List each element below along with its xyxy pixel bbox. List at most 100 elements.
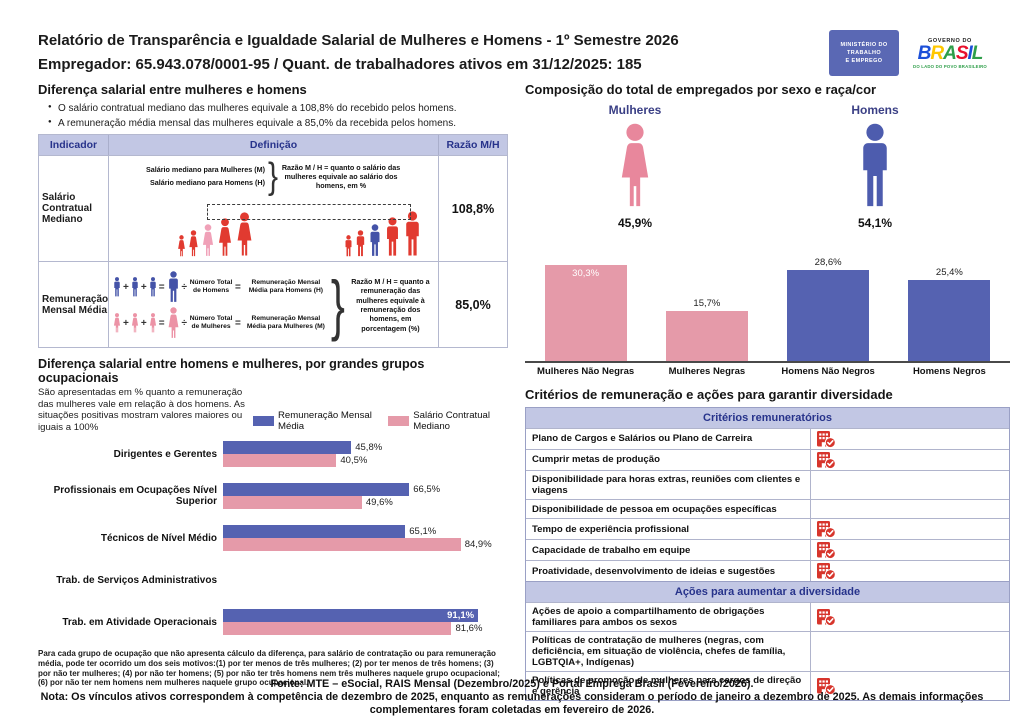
bar-value-label: 65,1% [409, 526, 437, 537]
row2-ratio-value: 85,0% [455, 297, 491, 312]
bar-category-label: Homens Negros [912, 366, 986, 377]
occupation-group: Técnicos de Nível Médio 65,1% 84,9% [38, 525, 508, 551]
occupation-group: Trab. de Serviços Administrativos [38, 567, 508, 593]
occupation-label: Dirigentes e Gerentes [113, 448, 217, 460]
woman-figure-icon [177, 235, 186, 257]
criteria-label: Políticas de contratação de mulheres (ne… [526, 632, 811, 672]
occupational-section: Diferença salarial entre homens e mulher… [38, 357, 508, 688]
mte-logo-line3: E EMPREGO [845, 58, 883, 65]
men-label: Homens [851, 103, 899, 117]
row1-indicator-label: Salário Contratual Mediano [39, 156, 109, 261]
women-result-label: Remuneração Mensal Média para Mulheres (… [246, 314, 325, 330]
median-illustration [113, 193, 434, 257]
occupation-bars: 45,8% 40,5% [223, 441, 508, 467]
occupation-label: Trab. de Serviços Administrativos [56, 574, 217, 586]
criteria-label: Disponibilidade para horas extras, reuni… [526, 471, 811, 500]
man-figure-icon [149, 277, 157, 297]
men-count-label: Número Total de Homens [189, 278, 233, 294]
gov-brasil-letter: L [971, 42, 984, 64]
legend-item-media: Remuneração Mensal Média [252, 410, 378, 432]
bar-category-label: Homens Não Negros [781, 366, 875, 377]
wage-gap-bullets: O salário contratual mediano das mulhere… [48, 103, 508, 129]
criteria-icon-cell [811, 519, 1009, 539]
table-row-salario-mediano: Salário Contratual Mediano Salário media… [39, 155, 507, 261]
bar [223, 441, 352, 454]
bar [787, 270, 870, 361]
man-figure-icon [167, 271, 180, 303]
woman-figure-icon [131, 313, 139, 333]
occupational-title: Diferença salarial entre homens e mulher… [38, 357, 425, 385]
criteria-row: Ações de apoio a compartilhamento de obr… [526, 602, 1009, 632]
men-total: Homens 54,1% [820, 103, 930, 230]
row2-indicator-label: Remuneração Mensal Média [39, 262, 109, 347]
bar-column: 28,6% [768, 257, 889, 361]
bar-column: 30,3% [525, 264, 646, 361]
man-figure-icon [344, 235, 353, 257]
report-title: Relatório de Transparência e Igualdade S… [38, 32, 679, 49]
bar [223, 496, 362, 509]
criteria-band-remuneratorios: Critérios remuneratórios [526, 408, 1009, 428]
bar-value-label: 84,9% [464, 539, 492, 550]
mte-logo-line1: MINISTÉRIO DO [840, 41, 888, 48]
brace-glyph: } [268, 155, 279, 197]
women-label: Mulheres [608, 103, 662, 117]
bar-value-label: 45,8% [355, 442, 383, 453]
criteria-row: Plano de Cargos e Salários ou Plano de C… [526, 428, 1009, 449]
row1-definition-note: Razão M / H = quanto o salário das mulhe… [281, 162, 401, 190]
occupation-group: Dirigentes e Gerentes 45,8% 40,5% [38, 441, 508, 467]
bar-value-label: 49,6% [365, 497, 393, 508]
header-definicao: Definição [109, 135, 439, 155]
criteria-label: Tempo de experiência profissional [526, 519, 811, 540]
women-average-formula: + + = ÷ Número Total de Mulheres = Remun… [113, 307, 329, 339]
man-figure-icon [113, 277, 121, 297]
bar [223, 454, 337, 467]
criteria-label: Ações de apoio a compartilhamento de obr… [526, 603, 811, 632]
row1-ratio-value: 108,8% [451, 201, 495, 216]
table-row-remuneracao-media: Remuneração Mensal Média + + = ÷ Núme [39, 261, 507, 347]
occupation-label: Técnicos de Nível Médio [100, 532, 217, 544]
company-check-icon [817, 431, 836, 448]
row1-definition-cell: Salário mediano para Mulheres (M) Salári… [109, 156, 439, 261]
header-logos: MINISTÉRIO DO TRABALHO E EMPREGO GOVERNO… [829, 30, 994, 76]
woman-figure-icon [217, 218, 233, 257]
bar: 30,3% [544, 264, 627, 361]
criteria-row: Tempo de experiência profissional [526, 518, 1009, 540]
gov-brasil-letter: I [967, 42, 973, 64]
legend-item-mediano: Salário Contratual Mediano [388, 410, 508, 432]
criteria-label: Plano de Cargos e Salários ou Plano de C… [526, 429, 811, 449]
indicator-table-header: Indicador Definição Razão M/H [39, 135, 507, 155]
occupation-group: Profissionais em Ocupações Nível Superio… [38, 483, 508, 509]
bar-category-label: Mulheres Não Negras [537, 366, 635, 377]
criteria-row: Políticas de contratação de mulheres (ne… [526, 631, 1009, 672]
criteria-row: Disponibilidade para horas extras, reuni… [526, 470, 1009, 500]
row1-def-line2: Salário mediano para Homens (H) [149, 178, 265, 187]
gov-brasil-letter: A [943, 42, 957, 64]
mte-logo-line2: TRABALHO [846, 49, 882, 56]
gov-logo-sub-text: DO LADO DO POVO BRASILEIRO [913, 63, 987, 69]
company-check-icon [817, 452, 836, 469]
criteria-icon-cell [811, 429, 1009, 449]
header-indicador: Indicador [39, 135, 109, 155]
criteria-row: Disponibilidade de pessoa em ocupações e… [526, 499, 1009, 519]
criteria-icon-cell [811, 561, 1009, 581]
criteria-label: Capacidade de trabalho em equipe [526, 540, 811, 561]
bar [223, 538, 461, 551]
composition-title: Composição do total de empregados por se… [525, 82, 877, 97]
row2-definition-note: Razão M / H = quanto a remuneração das m… [351, 276, 430, 333]
report-header: Relatório de Transparência e Igualdade S… [38, 32, 679, 73]
company-check-icon [817, 678, 836, 696]
bar-value-label: 25,4% [935, 267, 963, 279]
occupational-chart: Dirigentes e Gerentes 45,8% 40,5% Profissio… [38, 441, 508, 635]
median-dashed-box [207, 204, 411, 220]
legend-swatch-blue [252, 416, 274, 426]
occupational-footnote: Para cada grupo de ocupação que não apre… [38, 649, 500, 688]
company-check-icon [817, 521, 836, 539]
criteria-icon-cell [811, 500, 1009, 518]
criteria-icon-cell [811, 540, 1009, 560]
bar-category-label: Mulheres Negras [668, 366, 746, 377]
bar-value-label: 28,6% [814, 257, 842, 269]
report-subtitle: Empregador: 65.943.078/0001-95 / Quant. … [38, 56, 642, 73]
woman-median-figure-icon [201, 224, 215, 257]
wage-gap-bullet-1: O salário contratual mediano das mulhere… [48, 103, 508, 114]
